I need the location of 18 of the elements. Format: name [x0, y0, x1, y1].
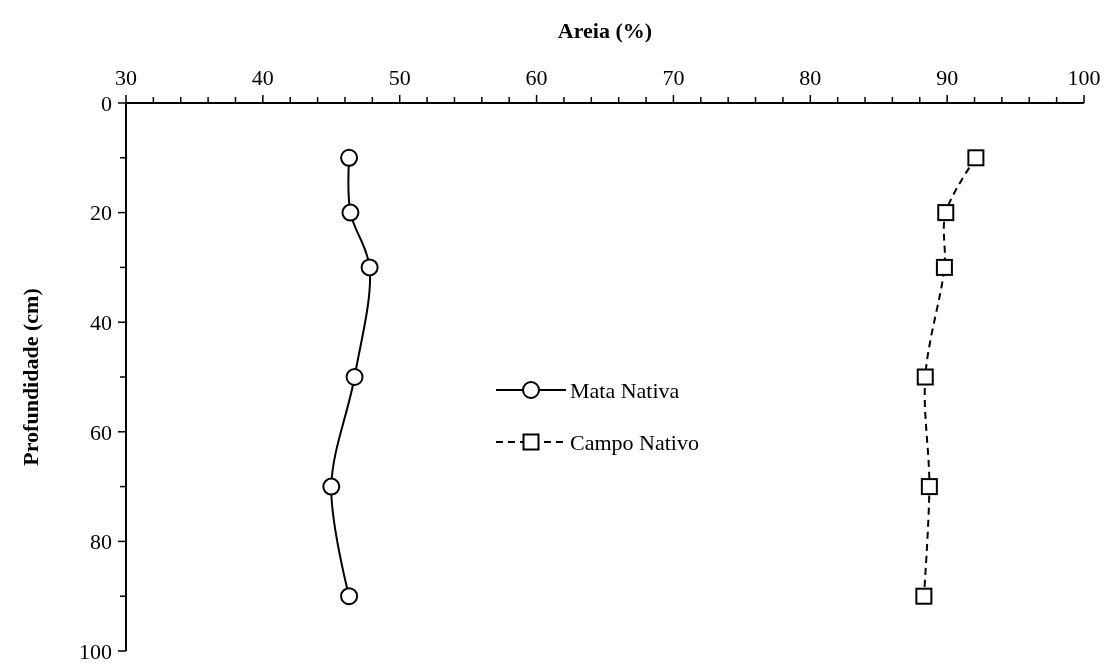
x-tick-label: 40 — [251, 65, 274, 90]
x-tick-label: 90 — [936, 65, 959, 90]
x-tick-label: 50 — [388, 65, 411, 90]
x-tick-label: 30 — [115, 65, 137, 90]
y-tick-label: 40 — [90, 309, 112, 335]
x-tick-label: 80 — [799, 65, 822, 90]
legend-label: Mata Nativa — [570, 377, 680, 403]
y-tick-label: 60 — [90, 419, 112, 445]
y-tick-label: 20 — [90, 200, 112, 226]
x-tick-label: 70 — [662, 65, 685, 90]
y-tick-label: 100 — [79, 638, 112, 664]
y-tick-label: 0 — [101, 90, 112, 116]
x-tick-label: 60 — [525, 65, 548, 90]
y-axis-title: Profundidade (cm) — [18, 288, 43, 466]
x-tick-label: 100 — [1067, 65, 1101, 90]
legend-label: Campo Nativo — [570, 429, 699, 455]
x-axis-title: Areia (%) — [557, 18, 653, 43]
y-tick-label: 80 — [90, 529, 112, 555]
